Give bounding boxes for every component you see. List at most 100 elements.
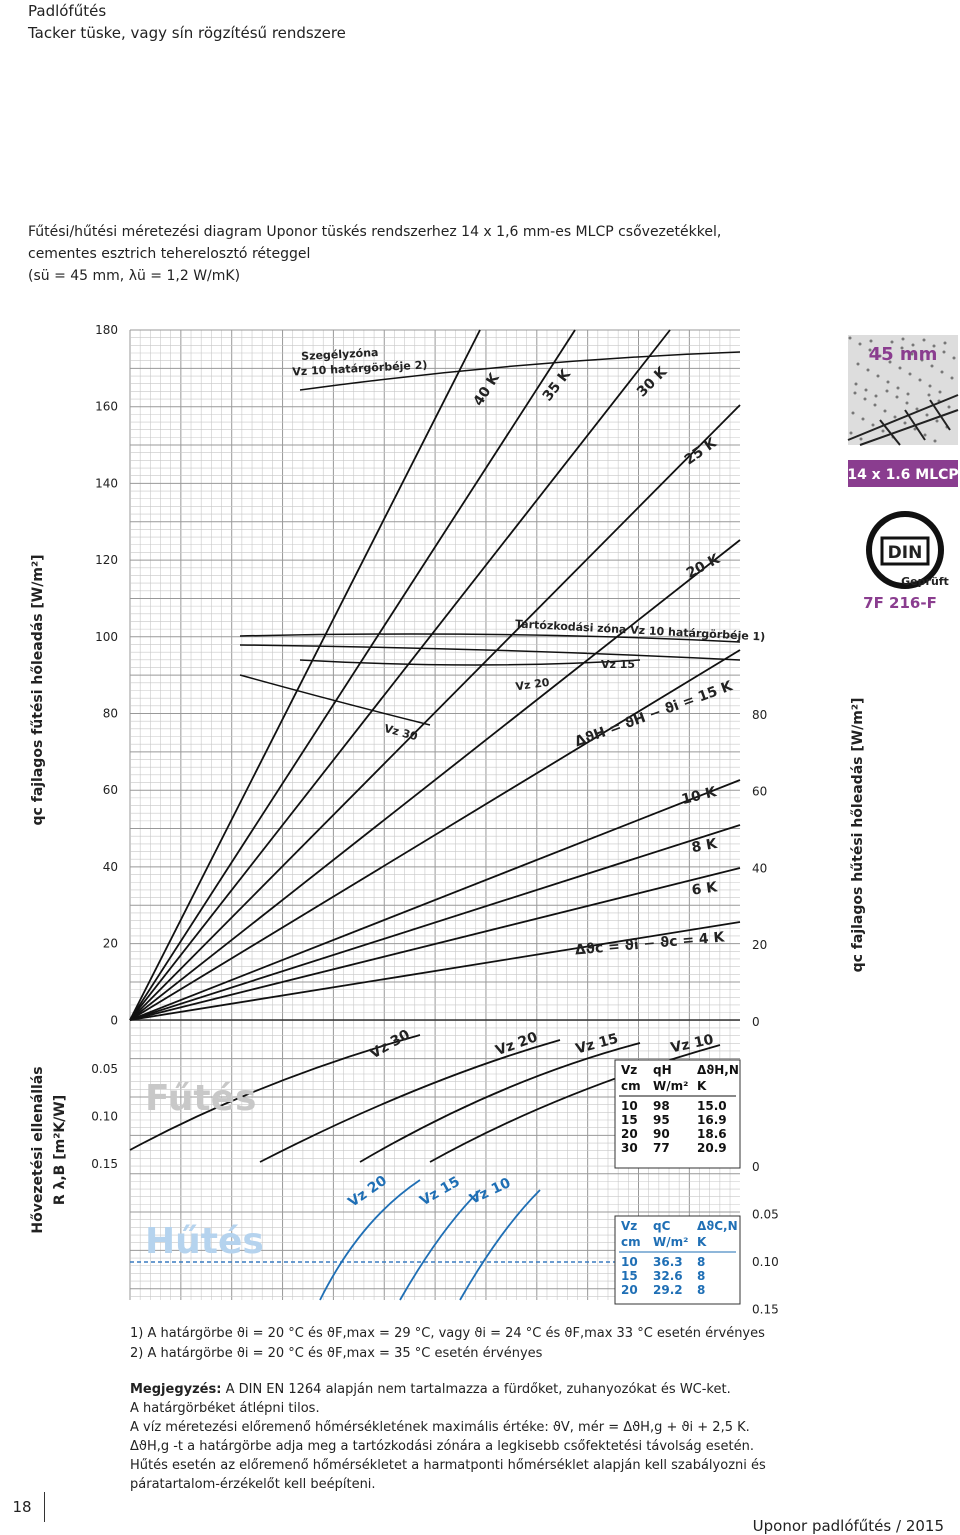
speckle — [913, 427, 917, 431]
speckle — [942, 350, 946, 354]
speckle — [922, 338, 926, 342]
table-cell: 10 — [621, 1099, 638, 1113]
table-box — [614, 1215, 741, 1305]
speckle — [927, 393, 931, 397]
din-logo — [866, 511, 944, 589]
mesh — [847, 394, 959, 446]
speckle — [851, 411, 855, 415]
speckle — [869, 339, 873, 343]
line-label: 40 K — [470, 370, 503, 409]
speckle — [908, 372, 912, 376]
speckle — [915, 407, 919, 411]
table-cell: 8 — [697, 1255, 705, 1269]
table-header: W/m² — [653, 1079, 688, 1093]
y-tick-label: 180 — [95, 323, 118, 337]
heating-line — [129, 539, 741, 1021]
note-line: A DIN EN 1264 alapján nem tartalmazza a … — [221, 1382, 731, 1397]
y-tick-label: 0.05 — [91, 1062, 118, 1076]
y-tick-label: 0.10 — [752, 1255, 779, 1269]
speckle — [920, 358, 924, 362]
badge-text: 14 x 1.6 MLCP — [847, 467, 958, 483]
speckle — [911, 343, 915, 347]
speckle — [849, 431, 853, 435]
note-line: ΔϑH,g -t a határgörbe adja meg a tartózk… — [130, 1439, 754, 1454]
y-tick-label: 20 — [103, 937, 118, 951]
note-line: A határgörbéket átlépni tilos. — [130, 1401, 320, 1416]
speckle — [866, 368, 870, 372]
y-tick-label: 0 — [110, 1013, 118, 1027]
table-cell: 15 — [621, 1269, 638, 1283]
table-cell: 90 — [653, 1127, 670, 1141]
speckle — [923, 433, 927, 437]
y-tick-label: 100 — [95, 630, 118, 644]
speckle — [947, 405, 951, 409]
speckle — [930, 364, 934, 368]
annotation: Vz 15 — [601, 658, 635, 671]
heating-line — [129, 921, 741, 1021]
speckle — [876, 374, 880, 378]
footnote: 2) A határgörbe ϑi = 20 °C és ϑF,max = 3… — [130, 1346, 543, 1361]
speckle — [885, 389, 889, 393]
line-label: ΔϑH = ϑH − ϑi = 15 K — [573, 678, 736, 750]
speckle — [933, 439, 937, 443]
line-label: 25 K — [682, 434, 721, 468]
heating-curve — [429, 1044, 721, 1163]
heating-curve — [259, 1039, 561, 1163]
line-label: 8 K — [690, 836, 719, 856]
table-header: qH — [653, 1063, 672, 1077]
y-tick-label: 0 — [752, 1015, 760, 1029]
section-label: Fűtés — [145, 1078, 256, 1119]
speckle — [873, 403, 877, 407]
table-header: Vz — [621, 1063, 637, 1077]
speckle — [938, 390, 942, 394]
reg-text: 7F 216-F — [863, 594, 937, 612]
table-cell: 20.9 — [697, 1141, 727, 1155]
speckle — [895, 395, 899, 399]
din-text: Geprüft — [901, 575, 949, 588]
table-cell: 16.9 — [697, 1113, 727, 1127]
table-cell: 95 — [653, 1113, 670, 1127]
table-header: K — [697, 1079, 707, 1093]
speckle — [854, 382, 858, 386]
y-tick-label: 0 — [752, 1160, 760, 1174]
section-label: Hűtés — [145, 1221, 264, 1262]
y-tick-label: 40 — [752, 861, 767, 875]
speckle — [928, 384, 932, 388]
line-label: 6 K — [691, 879, 720, 899]
heating-line — [129, 779, 741, 1021]
note-label: Megjegyzés: — [130, 1382, 222, 1397]
y-tick-label: 140 — [95, 476, 118, 490]
annotation: Vz 20 — [515, 676, 551, 694]
speckle — [856, 362, 860, 366]
y-tick-label: 0.10 — [91, 1110, 118, 1124]
curve-label: Vz 20 — [345, 1173, 390, 1211]
speckle — [864, 388, 868, 392]
badge — [848, 460, 958, 487]
speckle — [918, 378, 922, 382]
speckle — [940, 370, 944, 374]
table-cell: 98 — [653, 1099, 670, 1113]
annotation: Szegélyzóna — [301, 346, 379, 363]
table-cell: 8 — [697, 1269, 705, 1283]
speckle — [859, 437, 863, 441]
heating-line — [129, 329, 481, 1021]
table-box — [614, 1059, 741, 1169]
y-tick-label: 80 — [103, 707, 118, 721]
table-cell: 30 — [621, 1141, 638, 1155]
table-cell: 20 — [621, 1283, 638, 1297]
table-cell: 77 — [653, 1141, 670, 1155]
table-header: Vz — [621, 1219, 637, 1233]
curve-label: Vz 15 — [417, 1174, 463, 1210]
y-tick-label: 80 — [752, 708, 767, 722]
curve-label: Vz 15 — [574, 1031, 620, 1058]
table-cell: 29.2 — [653, 1283, 683, 1297]
speckle — [863, 397, 867, 401]
speckle — [886, 380, 890, 384]
y-tick-label: 60 — [103, 783, 118, 797]
y-tick-label: 40 — [103, 860, 118, 874]
heating-line — [129, 649, 741, 1021]
intro: Fűtési/hűtési méretezési diagram Uponor … — [28, 224, 722, 240]
y-tick-label: 60 — [752, 785, 767, 799]
